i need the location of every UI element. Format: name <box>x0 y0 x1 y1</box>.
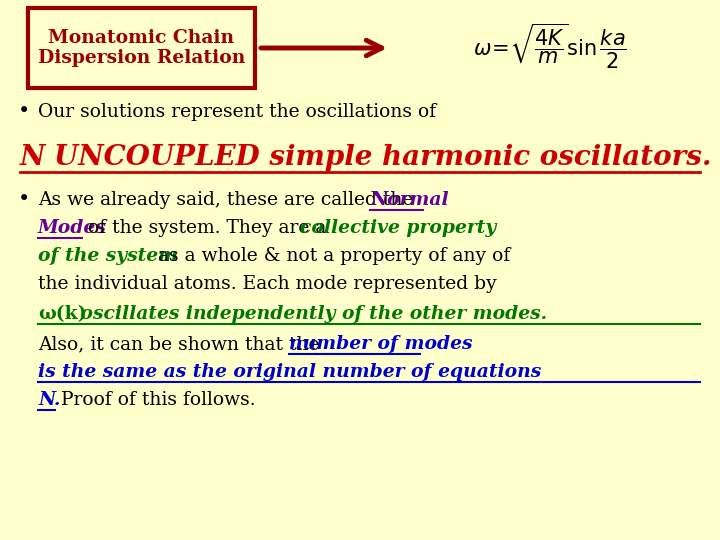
Text: Our solutions represent the oscillations of: Our solutions represent the oscillations… <box>38 103 436 121</box>
Text: number of modes: number of modes <box>289 335 472 353</box>
Text: collective property: collective property <box>300 219 497 237</box>
FancyBboxPatch shape <box>28 8 255 88</box>
Text: of the system. They are a: of the system. They are a <box>82 219 332 237</box>
Text: N UNCOUPLED simple harmonic oscillators.: N UNCOUPLED simple harmonic oscillators. <box>20 145 713 172</box>
Text: •: • <box>18 191 30 210</box>
Text: $\omega\!=\!\sqrt{\dfrac{4K}{m}}\sin\dfrac{ka}{2}$: $\omega\!=\!\sqrt{\dfrac{4K}{m}}\sin\dfr… <box>473 22 627 71</box>
Text: of the system: of the system <box>38 247 178 265</box>
Text: Also, it can be shown that the: Also, it can be shown that the <box>38 335 325 353</box>
Text: ω(k): ω(k) <box>38 305 86 323</box>
Text: oscillates independently of the other modes.: oscillates independently of the other mo… <box>74 305 547 323</box>
Text: is the same as the original number of equations: is the same as the original number of eq… <box>38 363 541 381</box>
Text: N.: N. <box>38 391 60 409</box>
Text: Monatomic Chain
Dispersion Relation: Monatomic Chain Dispersion Relation <box>38 29 246 68</box>
Text: Normal: Normal <box>370 191 449 209</box>
Text: Modes: Modes <box>38 219 107 237</box>
Text: As we already said, these are called the: As we already said, these are called the <box>38 191 419 209</box>
Text: Proof of this follows.: Proof of this follows. <box>55 391 256 409</box>
Text: as a whole & not a property of any of: as a whole & not a property of any of <box>152 247 510 265</box>
Text: •: • <box>18 103 30 122</box>
Text: the individual atoms. Each mode represented by: the individual atoms. Each mode represen… <box>38 275 497 293</box>
